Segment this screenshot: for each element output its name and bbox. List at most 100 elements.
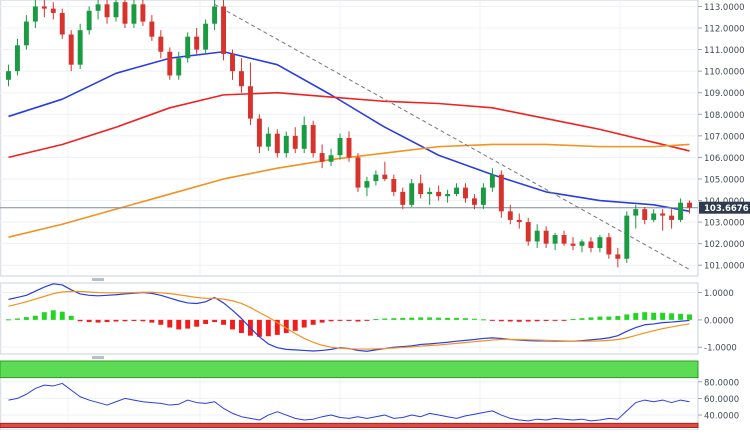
macd-histogram-bar [525, 319, 531, 322]
macd-histogram-bar [32, 315, 38, 320]
candle-body [687, 202, 692, 208]
macd-histogram-bar [570, 319, 576, 321]
candle-body [355, 157, 361, 188]
candle-body [454, 187, 459, 195]
candle-body [588, 241, 594, 248]
y-axis-tick-label: 60.0000 [704, 395, 739, 405]
macd-histogram-bar [104, 319, 110, 323]
current-price-badge [699, 201, 750, 214]
macd-histogram-bar [50, 310, 56, 320]
macd-histogram-bar [319, 319, 325, 323]
candle-body [498, 174, 504, 212]
candle-body [265, 133, 271, 147]
candle-body [194, 36, 200, 50]
candle-body [445, 194, 451, 197]
candle-body [86, 10, 92, 31]
y-axis-tick-label: 107.0000 [704, 132, 745, 142]
candle-body [516, 219, 522, 223]
y-axis-tick-label: 111.0000 [704, 46, 745, 56]
macd-histogram-bar [588, 317, 594, 320]
macd-histogram-bar [256, 319, 262, 337]
candle-body [373, 174, 379, 182]
candle-body [606, 237, 612, 255]
macd-histogram-bar [167, 319, 173, 328]
macd-histogram-bar [471, 318, 477, 320]
macd-histogram-bar [436, 317, 442, 320]
macd-histogram-bar [364, 319, 370, 321]
candle-body [552, 235, 558, 244]
macd-histogram-bar [203, 319, 209, 324]
rsi-line [8, 382, 690, 422]
macd-histogram-bar [230, 319, 235, 330]
macd-histogram-bar [418, 317, 424, 320]
macd-line [8, 290, 690, 350]
y-axis-tick-label: 1.0000 [704, 289, 734, 299]
y-axis-tick-label: 110.0000 [704, 68, 745, 78]
candle-body [239, 71, 244, 87]
y-axis-tick-label: 40.0000 [704, 412, 739, 422]
macd-histogram-bar [194, 319, 200, 327]
candle-body [382, 174, 388, 179]
overbought-zone [0, 360, 699, 379]
macd-histogram-bar [274, 319, 280, 335]
macd-histogram-bar [6, 319, 11, 321]
macd-histogram-bar [382, 318, 388, 320]
candle-body [615, 254, 621, 259]
macd-histogram-bar [355, 319, 361, 322]
macd-histogram-bar [454, 317, 459, 320]
candle-body [140, 4, 146, 22]
candle-body [418, 183, 424, 195]
candle-body [669, 215, 675, 220]
candle-body [77, 30, 83, 65]
macd-histogram-bar [463, 318, 468, 320]
y-axis-tick-label: 113.0000 [704, 3, 745, 13]
macd-histogram-bar [543, 319, 549, 321]
y-axis-tick-label: 109.0000 [704, 89, 745, 99]
macd-histogram-bar [59, 311, 65, 320]
macd-histogram-bar [239, 319, 244, 333]
candle-body [6, 71, 11, 80]
macd-histogram-bar [409, 317, 415, 320]
macd-histogram-bar [265, 319, 271, 337]
candle-body [337, 138, 343, 156]
y-axis-tick-label: 0.0000 [704, 316, 734, 326]
macd-histogram-bar [651, 312, 657, 320]
macd-histogram-bar [489, 319, 495, 321]
macd-histogram-bar [86, 319, 92, 323]
candle-body [185, 36, 191, 59]
candle-body [113, 2, 119, 18]
candle-body [203, 23, 209, 50]
candle-body [32, 6, 38, 22]
macd-histogram-bar [310, 319, 316, 325]
macd-histogram-bar [400, 317, 406, 320]
macd-histogram-bar [633, 313, 639, 320]
macd-histogram-bar [373, 319, 379, 321]
candle-body [122, 2, 128, 24]
candle-body [543, 230, 549, 244]
macd-histogram-bar [579, 318, 585, 320]
y-axis-tick-label: 101.0000 [704, 262, 745, 272]
candle-body [427, 191, 433, 195]
candle-body [391, 178, 397, 192]
candle-body [256, 118, 262, 147]
macd-histogram-bar [507, 319, 513, 322]
macd-histogram-bar [41, 312, 47, 320]
macd-histogram-bar [606, 316, 612, 320]
candle-body [642, 209, 648, 220]
candle-body [579, 241, 585, 246]
candle-body [319, 153, 325, 162]
macd-histogram-bar [328, 319, 334, 322]
candle-body [274, 133, 280, 154]
macd-histogram-bar [597, 316, 603, 320]
y-axis-tick-label: 106.0000 [704, 154, 745, 164]
macd-histogram-bar [346, 319, 352, 321]
candle-body [158, 36, 164, 52]
candle-body [41, 6, 47, 9]
moving-average-line [8, 91, 690, 159]
candle-body [534, 230, 540, 242]
macd-histogram-bar [642, 312, 648, 320]
candle-body [633, 209, 639, 216]
macd-histogram-bar [337, 319, 343, 321]
macd-histogram-bar [678, 313, 684, 320]
